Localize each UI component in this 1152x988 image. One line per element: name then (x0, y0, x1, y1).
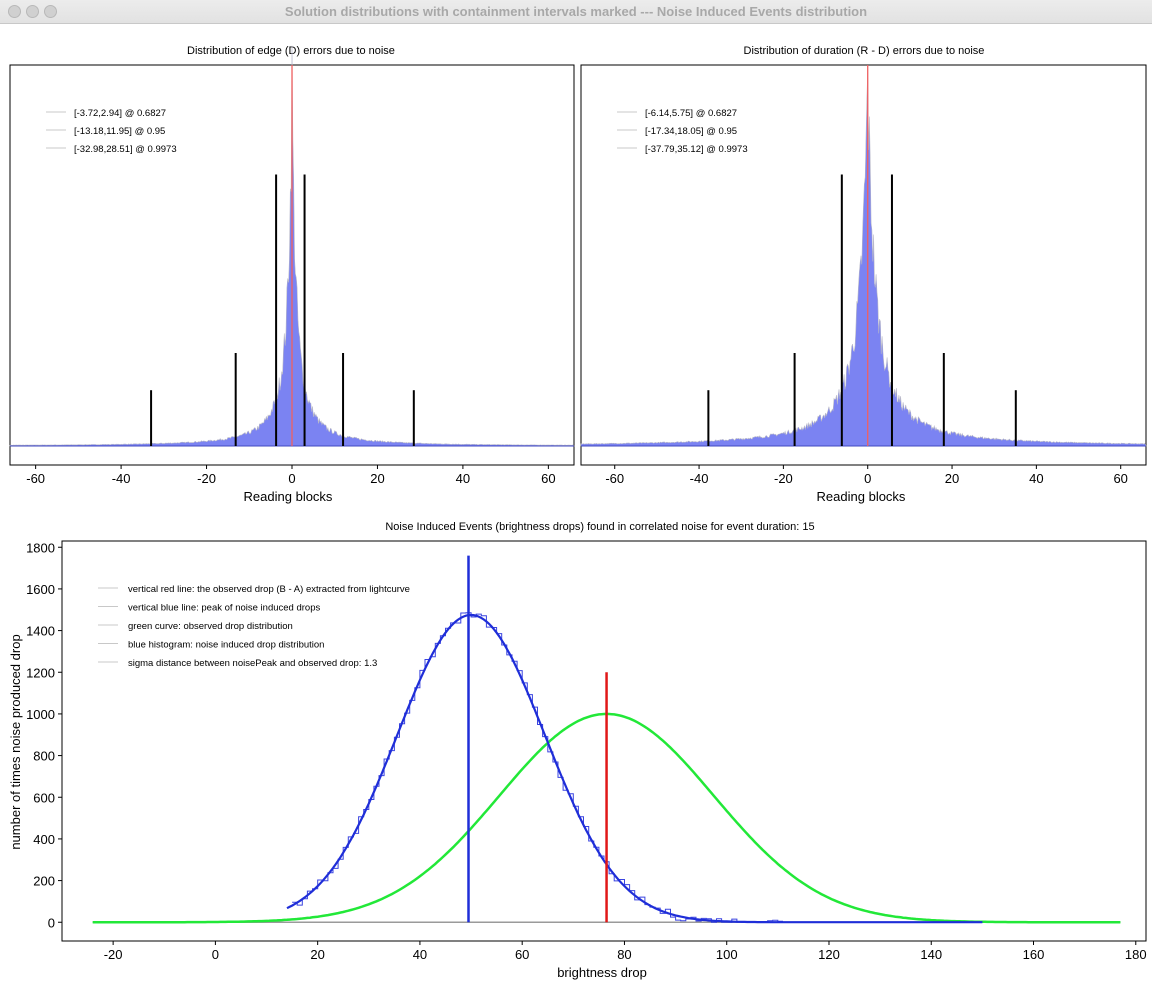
events-y-tick-label-0: 0 (48, 915, 55, 930)
zoom-window-button[interactable] (44, 5, 57, 18)
x-tick-label-0-40: 40 (456, 471, 470, 486)
events-chart-title: Noise Induced Events (brightness drops) … (385, 521, 814, 533)
events-legend-entry-1: vertical blue line: peak of noise induce… (128, 603, 320, 614)
events-x-tick-label-20: 20 (310, 947, 324, 962)
x-tick-label-1-20: 20 (945, 471, 959, 486)
events-y-tick-label-600: 600 (33, 790, 55, 805)
minimize-window-button[interactable] (26, 5, 39, 18)
x-tick-label-0-0: 0 (288, 471, 295, 486)
events-y-tick-label-800: 800 (33, 749, 55, 764)
events-x-tick-label-100: 100 (716, 947, 738, 962)
blue-histogram-steps (292, 612, 783, 923)
events-x-tick-label-80: 80 (617, 947, 631, 962)
events-y-tick-label-200: 200 (33, 874, 55, 889)
legend-entry-0-0: [-3.72,2.94] @ 0.6827 (74, 108, 166, 119)
edge-chart-xlabel: Reading blocks (244, 489, 333, 504)
events-chart (58, 540, 1147, 945)
events-y-tick-label-400: 400 (33, 832, 55, 847)
events-x-tick-label-40: 40 (413, 947, 427, 962)
x-tick-label-0--60: -60 (26, 471, 45, 486)
x-tick-label-0-60: 60 (541, 471, 555, 486)
events-x-tick-label--20: -20 (104, 947, 123, 962)
x-tick-label-0-20: 20 (370, 471, 384, 486)
events-y-tick-label-1000: 1000 (26, 707, 55, 722)
duration-chart-title: Distribution of duration (R - D) errors … (744, 45, 985, 57)
histogram-bars-1 (580, 70, 1147, 447)
x-tick-label-1--40: -40 (690, 471, 709, 486)
legend-entry-1-2: [-37.79,35.12] @ 0.9973 (645, 144, 748, 155)
events-x-tick-label-140: 140 (920, 947, 942, 962)
x-tick-label-1-40: 40 (1029, 471, 1043, 486)
x-tick-label-0--20: -20 (197, 471, 216, 486)
legend-entry-1-1: [-17.34,18.05] @ 0.95 (645, 126, 737, 137)
legend-entry-0-1: [-13.18,11.95] @ 0.95 (74, 126, 165, 137)
x-tick-label-1--20: -20 (774, 471, 793, 486)
events-y-tick-label-1200: 1200 (26, 665, 55, 680)
events-y-tick-label-1600: 1600 (26, 582, 55, 597)
x-tick-label-1-60: 60 (1113, 471, 1127, 486)
events-x-tick-label-160: 160 (1023, 947, 1045, 962)
legend-entry-0-2: [-32.98,28.51] @ 0.9973 (74, 144, 177, 155)
legend-entry-1-0: [-6.14,5.75] @ 0.6827 (645, 108, 737, 119)
histogram-1 (580, 64, 1147, 469)
events-x-tick-label-180: 180 (1125, 947, 1147, 962)
window-titlebar: Solution distributions with containment … (0, 0, 1152, 24)
events-legend-entry-3: blue histogram: noise induced drop distr… (128, 640, 324, 651)
events-chart-ylabel: number of times noise produced drop (8, 634, 23, 849)
events-y-tick-label-1800: 1800 (26, 540, 55, 555)
window-title: Solution distributions with containment … (284, 4, 868, 19)
plot-frame-1 (580, 64, 1147, 466)
events-x-tick-label-120: 120 (818, 947, 840, 962)
duration-chart-xlabel: Reading blocks (817, 489, 906, 504)
events-y-tick-label-1400: 1400 (26, 624, 55, 639)
events-plot-frame (61, 540, 1147, 942)
x-tick-label-1-0: 0 (864, 471, 871, 486)
events-x-tick-label-60: 60 (515, 947, 529, 962)
x-tick-label-0--40: -40 (112, 471, 131, 486)
events-chart-xlabel: brightness drop (557, 965, 647, 980)
events-legend-entry-2: green curve: observed drop distribution (128, 621, 293, 632)
close-window-button[interactable] (8, 5, 21, 18)
edge-chart-title: Distribution of edge (D) errors due to n… (187, 45, 395, 57)
events-legend-entry-0: vertical red line: the observed drop (B … (128, 584, 410, 595)
blue-noise-curve (286, 613, 983, 924)
events-legend-entry-4: sigma distance between noisePeak and obs… (128, 658, 377, 669)
x-tick-label-1--60: -60 (605, 471, 624, 486)
histogram-0 (9, 45, 575, 469)
events-x-tick-label-0: 0 (212, 947, 219, 962)
